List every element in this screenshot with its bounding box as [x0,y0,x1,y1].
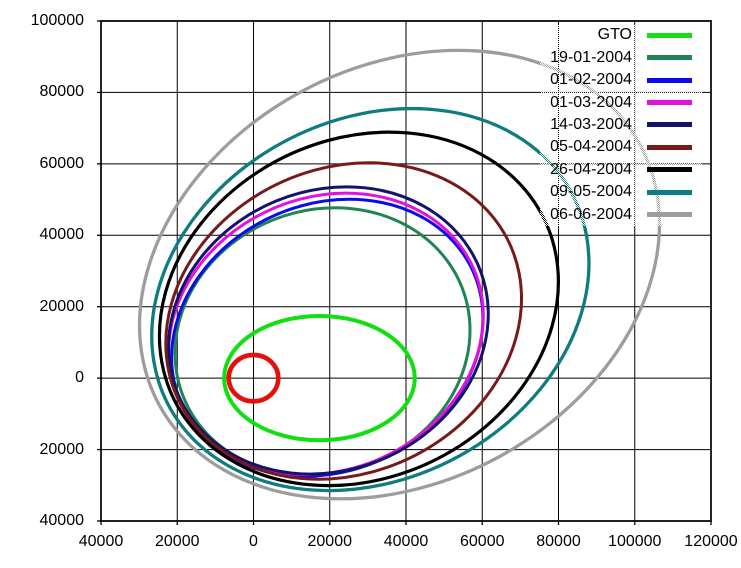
legend-row: 06-06-2004 [540,204,702,226]
legend-color-swatch [647,212,692,218]
orbit-ellipse-14-03-2004 [108,129,548,532]
x-tick-label: 80000 [536,533,581,550]
legend-color-swatch [647,122,692,128]
x-tick-label: 60000 [460,533,505,550]
legend-label: 01-02-2004 [550,71,632,89]
legend-row: 14-03-2004 [540,114,702,136]
y-tick-label: 20000 [39,297,85,315]
x-tick-label: 120000 [684,533,738,550]
legend: GTO 19-01-2004 01-02-2004 01-03-2004 14-03-2… [540,24,702,226]
orbit-ellipse-GTO [224,316,415,440]
legend-row: 01-03-2004 [540,91,702,113]
legend-label: 06-06-2004 [550,205,632,223]
y-tick-label: 20000 [39,440,85,458]
x-tick-label: 0 [249,533,258,550]
y-tick-label: 0 [75,369,84,387]
legend-label: 26-04-2004 [550,160,632,178]
y-tick-label: 40000 [39,226,85,244]
legend-row: 09-05-2004 [540,181,702,203]
legend-color-swatch [647,167,692,173]
orbit-ellipse-26-04-2004 [86,60,633,558]
legend-label: 05-04-2004 [550,138,632,156]
legend-label: GTO [597,26,632,44]
x-tick-label: 20000 [307,533,353,550]
legend-color-swatch [647,55,692,61]
legend-row: 05-04-2004 [540,136,702,158]
plot-border [101,21,711,521]
y-tick-label: 40000 [39,512,85,529]
y-tick-label: 100000 [30,12,84,29]
x-axis-tick-labels: 40000 20000 0 20000 40000 60000 80000 100000 120… [79,533,738,554]
legend-row: 26-04-2004 [540,159,702,181]
legend-color-swatch [647,189,692,195]
legend-color-swatch [647,144,692,150]
legend-label: 01-03-2004 [550,93,632,111]
legend-row: 19-01-2004 [540,46,702,68]
x-tick-label: 40000 [78,533,124,550]
legend-label: 14-03-2004 [550,115,632,133]
legend-color-swatch [647,32,692,38]
legend-color-swatch [647,77,692,83]
y-axis-tick-labels: 100000 80000 60000 40000 20000 0 20000 40000 [0,13,85,529]
x-tick-label: 20000 [155,533,200,550]
legend-color-swatch [647,100,692,106]
legend-label: 09-05-2004 [550,183,632,201]
y-tick-label: 80000 [39,83,85,101]
x-tick-label: 40000 [383,533,429,550]
orbit-ellipse-05-04-2004 [100,98,588,543]
legend-row: 01-02-2004 [540,69,702,91]
y-tick-label: 60000 [39,154,85,172]
x-tick-label: 100000 [608,533,662,550]
legend-row: GTO [540,24,702,46]
earth-circle [229,355,279,401]
legend-label: 19-01-2004 [550,48,632,66]
